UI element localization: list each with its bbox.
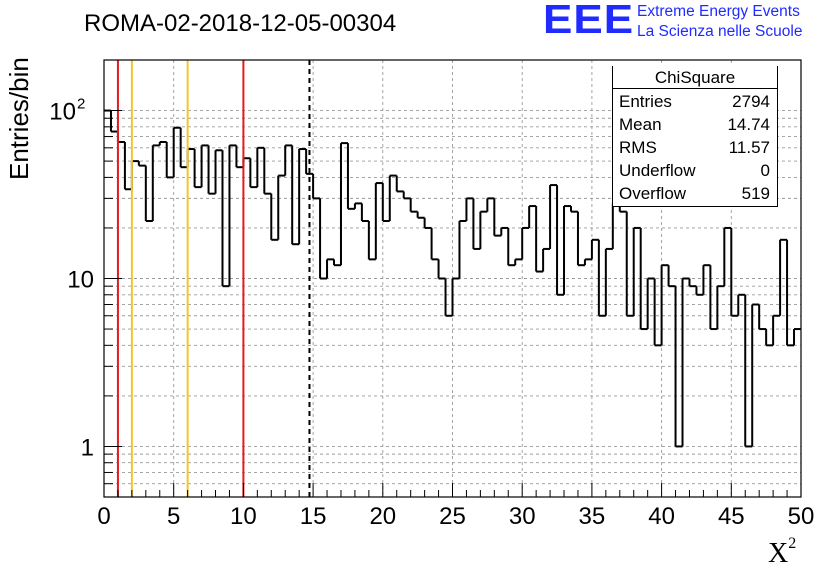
x-axis-label-text: X [768, 538, 789, 569]
x-tick-label: 10 [230, 503, 257, 530]
stats-title: ChiSquare [654, 68, 736, 87]
stats-key: Entries [619, 92, 672, 111]
x-tick-label: 15 [300, 503, 327, 530]
logo-subtitle-1: Extreme Energy Events [637, 3, 800, 20]
axis-ticks [103, 59, 802, 498]
stats-row-underflow: Underflow 0 [619, 161, 770, 184]
stats-key: Overflow [619, 184, 687, 203]
statistics-box: ChiSquare Entries 2794 Mean 14.74 RMS 11… [612, 66, 778, 207]
stats-value: 519 [741, 184, 770, 203]
stats-row-entries: Entries 2794 [619, 92, 770, 115]
stats-key: Mean [619, 115, 662, 134]
stats-key: Underflow [619, 161, 696, 180]
x-tick-label: 5 [167, 503, 180, 530]
x-tick-label: 35 [579, 503, 606, 530]
x-tick-label: 40 [648, 503, 675, 530]
chart-title: ROMA-02-2018-12-05-00304 [84, 10, 397, 37]
stats-value: 0 [760, 161, 770, 180]
eee-logo: EEE [543, 0, 635, 43]
x-axis-label-exponent: 2 [788, 534, 797, 552]
y-axis-label-text: Entries/bin [4, 57, 34, 180]
stats-value: 11.57 [728, 138, 770, 157]
y-tick-label: 10 [67, 267, 94, 294]
y-tick-label: 1 [81, 434, 94, 461]
x-tick-label: 45 [718, 503, 745, 530]
y-tick-label-exponent: 2 [77, 96, 85, 113]
stats-row-overflow: Overflow 519 [619, 184, 770, 207]
x-tick-label: 0 [97, 503, 110, 530]
x-tick-label: 25 [439, 503, 466, 530]
stats-value: 14.74 [727, 115, 770, 134]
x-tick-label: 30 [509, 503, 536, 530]
stats-key: RMS [619, 138, 657, 157]
y-axis-label: Entries/bin [4, 57, 35, 180]
stats-divider [613, 88, 777, 89]
logo-subtitle-2: La Scienza nelle Scuole [637, 23, 803, 40]
x-tick-label: 20 [369, 503, 396, 530]
stats-row-rms: RMS 11.57 [619, 138, 770, 161]
x-tick-label: 50 [788, 503, 815, 530]
stats-row-mean: Mean 14.74 [619, 115, 770, 138]
stats-value: 2794 [732, 92, 770, 111]
x-axis-label: X2 [768, 534, 797, 570]
y-tick-label: 10 [49, 99, 76, 126]
